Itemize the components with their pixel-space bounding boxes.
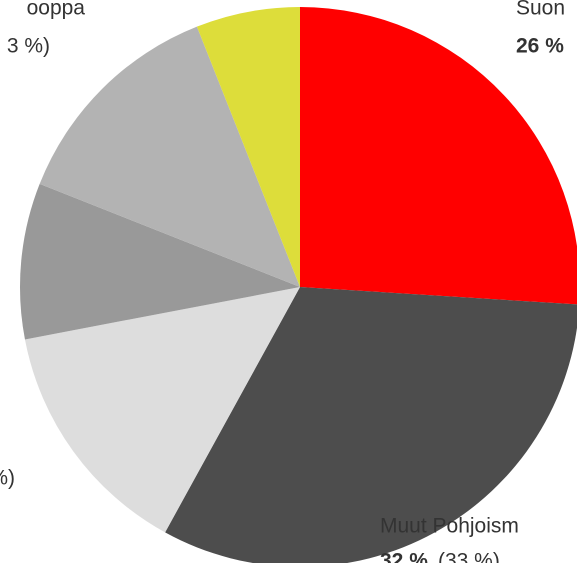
- slice: [24, 287, 301, 533]
- pie: [20, 7, 577, 563]
- label: (33 %): [438, 550, 500, 563]
- slice: [196, 7, 300, 287]
- slice: [20, 183, 301, 340]
- label: 3 %): [7, 35, 50, 58]
- slice: [300, 7, 577, 305]
- value-label: 26 %: [516, 35, 564, 58]
- value-label: 32 %: [380, 550, 428, 563]
- slice: [39, 26, 300, 287]
- label: ooppa: [27, 0, 86, 20]
- label: Suon: [516, 0, 565, 20]
- label: %): [0, 467, 15, 490]
- slice: [165, 287, 577, 563]
- label: Muut Pohjoism: [380, 515, 519, 538]
